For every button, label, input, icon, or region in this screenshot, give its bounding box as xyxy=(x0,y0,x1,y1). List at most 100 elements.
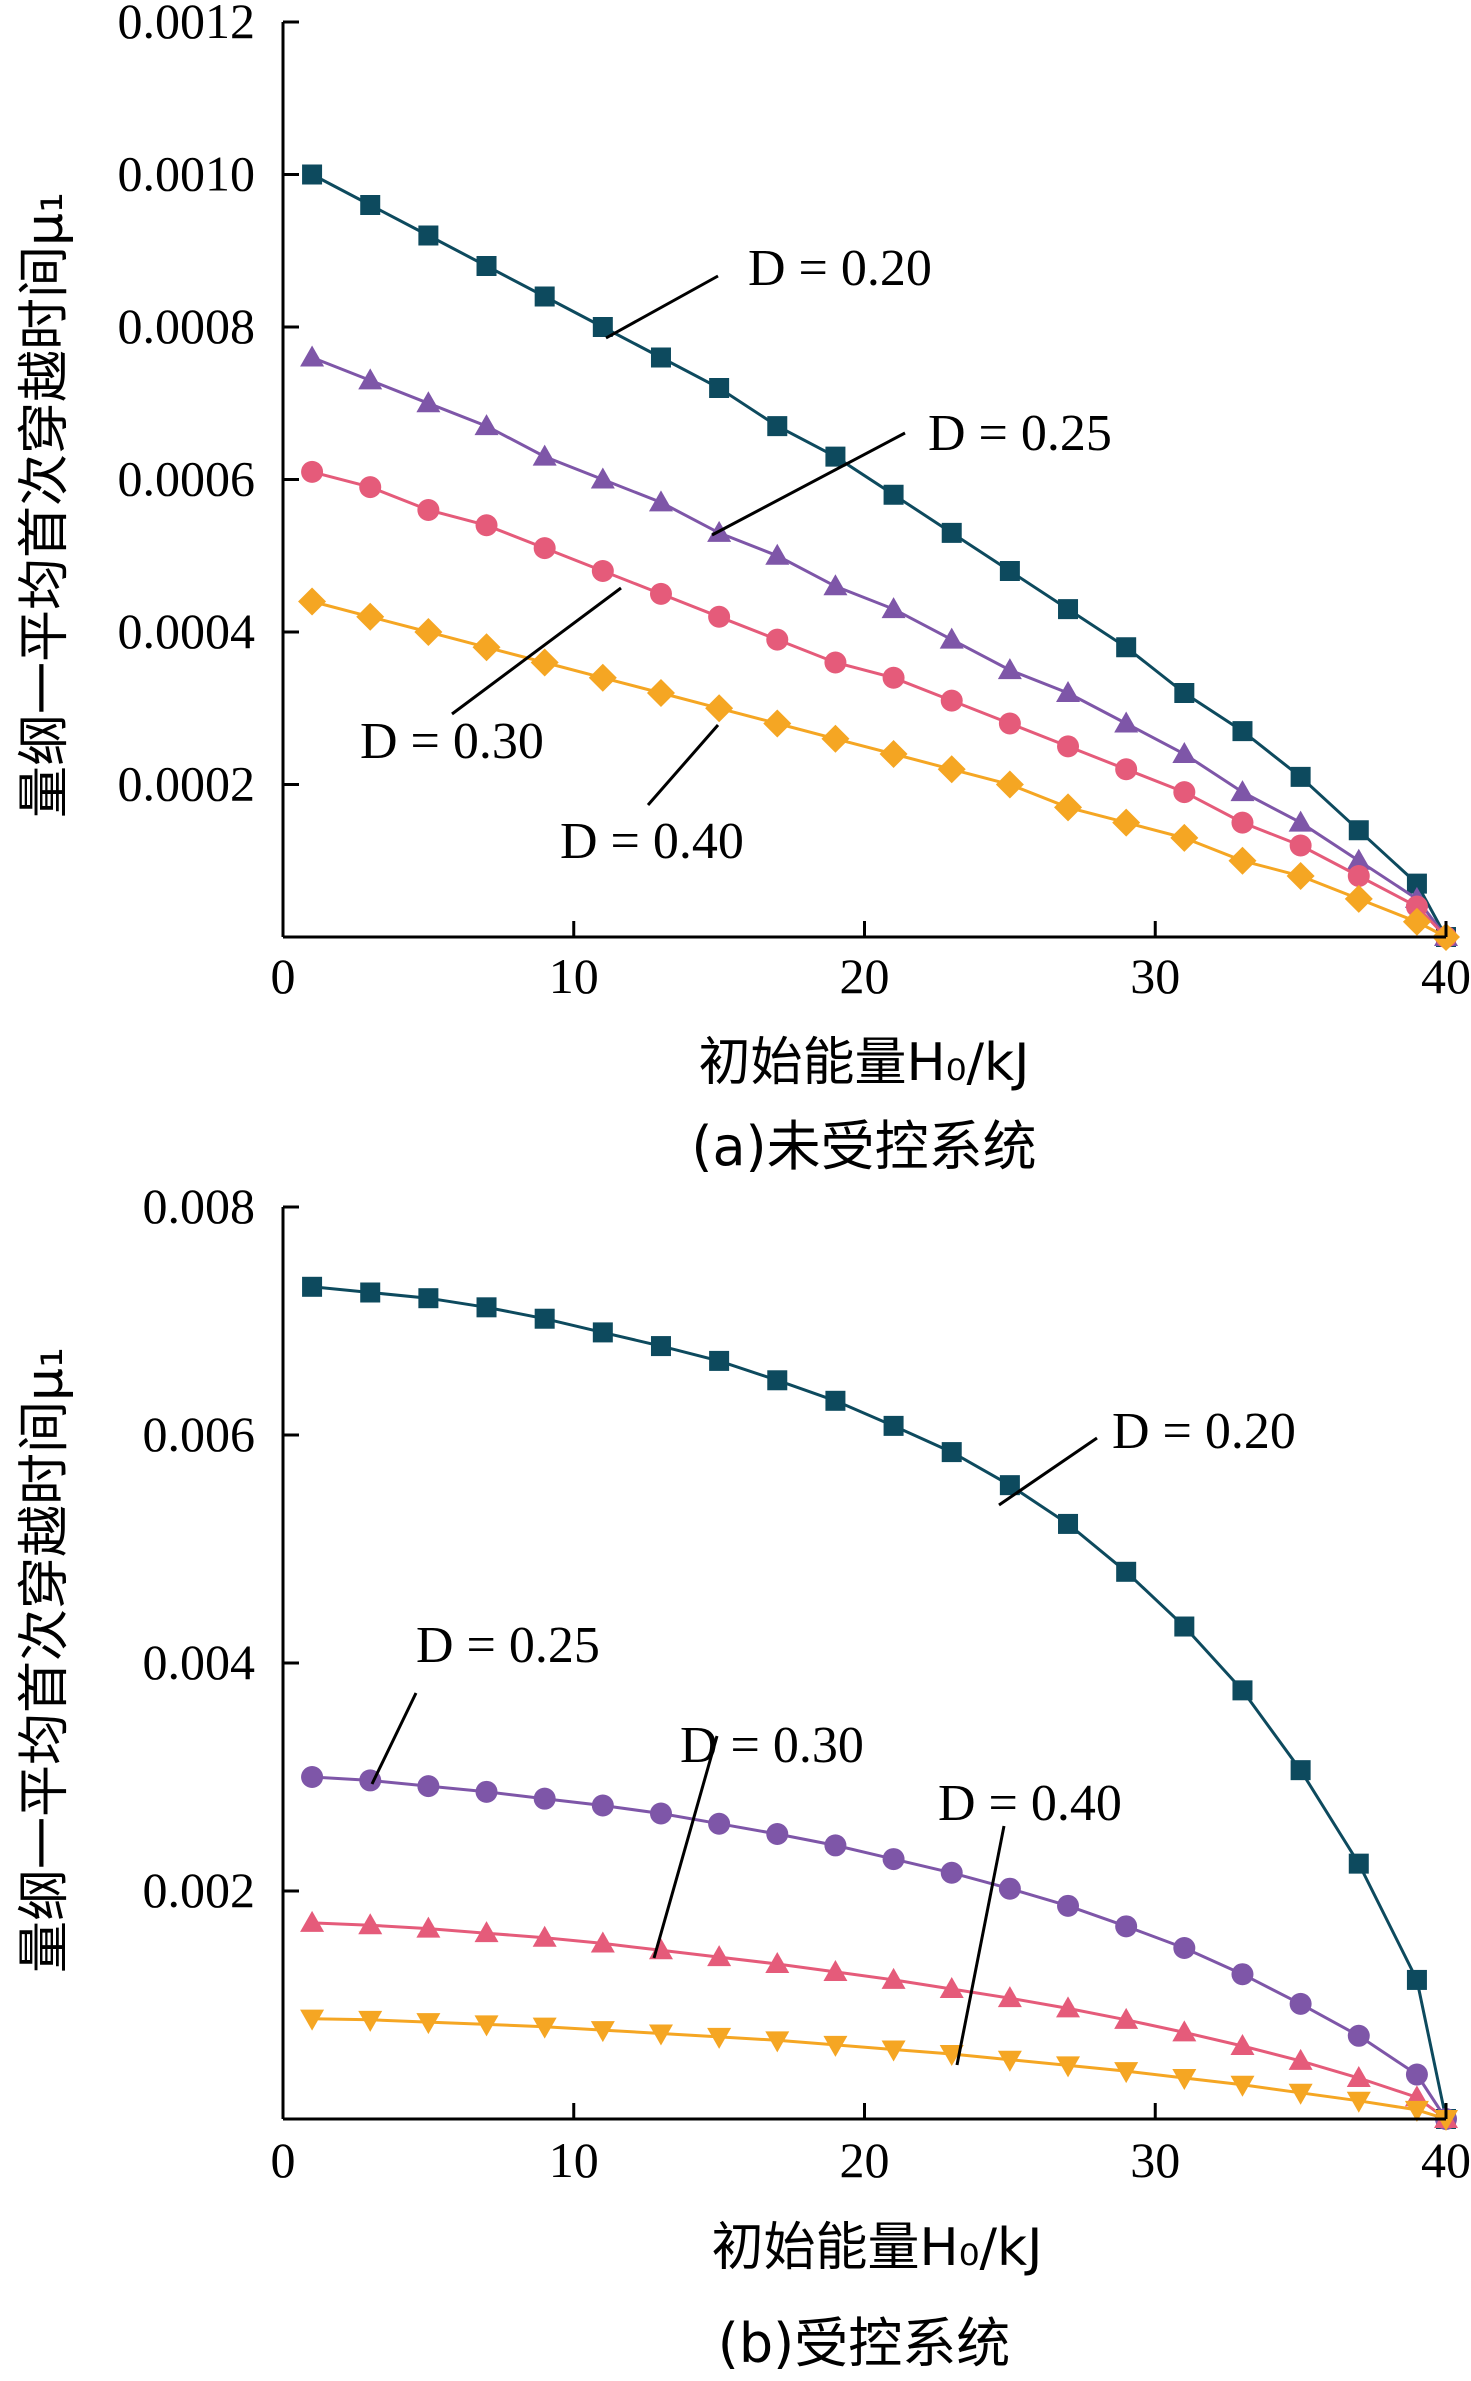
panel-a-series-0-point-5 xyxy=(592,317,613,337)
panel-b-series-2-point-7 xyxy=(707,1945,732,1967)
panel-b-series-1-point-3 xyxy=(475,1780,498,1803)
panel-b-series-3-point-17 xyxy=(1288,2083,1313,2105)
panel-b-y-tick-label-0.004: 0.004 xyxy=(143,1634,256,1690)
panel-a-series-1-point-12 xyxy=(997,658,1022,680)
panel-b-series-3-point-15 xyxy=(1172,2068,1197,2090)
panel-a-series-2-point-19 xyxy=(1405,895,1428,918)
panel-b-y-tick-label-0.008: 0.008 xyxy=(143,1178,256,1234)
panel-b-series-3-point-8 xyxy=(765,2031,790,2053)
panel-a-series-0-point-18 xyxy=(1348,820,1369,841)
panel-a-series-1-point-16 xyxy=(1230,780,1255,802)
panel-b-ticks: 0 10 20 30 40 0.002 0.004 0.006 0.008 xyxy=(143,1178,1471,2188)
panel-a-series-3-point-18 xyxy=(1344,884,1373,913)
panel-b-series-1-point-5 xyxy=(591,1794,614,1817)
panel-a-series-2-point-12 xyxy=(998,712,1021,735)
panel-a-series-1-point-2 xyxy=(416,391,441,413)
panel-b-series-0-point-13 xyxy=(1058,1513,1079,1534)
panel-a-y-tick-label-0.0012: 0.0012 xyxy=(118,0,256,49)
panel-a-series-2-point-0 xyxy=(301,460,324,483)
panel-b-series-1-point-0 xyxy=(301,1766,324,1788)
panel-a-series-3-point-4 xyxy=(530,648,559,677)
panel-b-series-3-point-10 xyxy=(881,2040,906,2062)
panel-b-annotation-d025: D = 0.25 xyxy=(416,1617,600,1674)
panel-b-series-0-point-0 xyxy=(302,1276,323,1297)
panel-b-series-2-point-17 xyxy=(1288,2048,1313,2070)
panel-a-x-tick-label-20: 20 xyxy=(840,948,890,1004)
panel-b-series-2-point-2 xyxy=(416,1916,441,1938)
panel-b-x-tick-label-0: 0 xyxy=(271,2132,296,2188)
panel-b-annotation-d020: D = 0.20 xyxy=(1112,1403,1296,1460)
panel-b-x-tick-label-40: 40 xyxy=(1421,2132,1471,2188)
panel-a-series-0-point-10 xyxy=(883,484,904,505)
panel-b-series-0-point-15 xyxy=(1174,1616,1195,1637)
panel-a-annotation-d020: D = 0.20 xyxy=(748,240,932,297)
panel-a-series-1-point-5 xyxy=(590,467,615,489)
panel-b-series-1-point-6 xyxy=(649,1802,672,1825)
panel-b-series-0-point-14 xyxy=(1116,1561,1137,1582)
panel-b-series-0-point-18 xyxy=(1348,1853,1369,1874)
panel-b-series-0-point-3 xyxy=(476,1297,497,1318)
panel-b-series-1-point-15 xyxy=(1173,1937,1196,1959)
panel-b-series-2-point-12 xyxy=(997,1986,1022,2008)
panel-b-series-3-point-12 xyxy=(997,2050,1022,2072)
panel-a-series-0-point-0 xyxy=(302,164,323,185)
panel-b-series-0-point-10 xyxy=(883,1415,904,1436)
panel-b-series-3-point-0 xyxy=(300,2009,325,2031)
panel-a-series-0-point-4 xyxy=(534,286,555,307)
panel-b-series-0-point-2 xyxy=(418,1288,439,1309)
panel-b-series-0-point-12 xyxy=(999,1475,1020,1496)
panel-b-series-3-point-6 xyxy=(648,2024,673,2046)
panel-b-series-3-point-5 xyxy=(590,2021,615,2043)
panel-a-y-tick-label-0.0004: 0.0004 xyxy=(118,603,256,659)
panel-a-leader-d030 xyxy=(451,586,622,716)
panel-b-series-0-point-8 xyxy=(767,1370,788,1391)
panel-a-y-axis-title: 量纲一平均首次穿越时间μ₁ xyxy=(15,192,75,818)
panel-a-series-0-point-2 xyxy=(418,225,439,246)
panel-a-series-3-point-14 xyxy=(1112,808,1141,837)
panel-b-series-1-point-7 xyxy=(708,1812,731,1835)
panel-a-series-2-point-11 xyxy=(940,689,963,712)
panel-a-series-2-point-4 xyxy=(533,537,556,560)
panel-b-series-line-3 xyxy=(312,2017,1447,2121)
panel-b-series-2-point-1 xyxy=(358,1913,383,1935)
panel-b-series-0-point-1 xyxy=(360,1282,381,1303)
panel-a-series-2-point-6 xyxy=(649,582,672,605)
panel-a-series-3-point-17 xyxy=(1286,862,1315,890)
panel-b-series-1-point-12 xyxy=(998,1877,1021,1900)
panel-a-series-1-point-8 xyxy=(765,543,790,565)
panel-a-series-2-point-14 xyxy=(1115,758,1138,781)
panel-a-series-1-point-9 xyxy=(823,574,848,596)
panel-a-series-3-point-6 xyxy=(646,679,675,707)
panel-b-series-0-point-9 xyxy=(825,1390,846,1411)
panel-b-y-axis-title: 量纲一平均首次穿越时间μ₁ xyxy=(15,1347,75,1973)
panel-b-series-1-point-4 xyxy=(533,1787,556,1810)
panel-a-series-2-point-15 xyxy=(1173,781,1196,804)
panel-a-series-1-point-3 xyxy=(474,414,499,436)
panel-a-series-2-point-9 xyxy=(824,651,847,674)
panel-b-series-1-point-11 xyxy=(940,1861,963,1884)
panel-b-x-axis-title: 初始能量H₀/kJ xyxy=(712,2218,1043,2278)
panel-b-series-3-point-11 xyxy=(939,2045,964,2067)
panel-b-leader-d025 xyxy=(370,1692,418,1785)
panel-b-series-2-point-15 xyxy=(1172,2020,1197,2042)
panel-a-annotation-d030: D = 0.30 xyxy=(360,713,544,770)
panel-a-series-3-point-13 xyxy=(1054,793,1083,822)
panel-a-x-tick-label-30: 30 xyxy=(1130,948,1180,1004)
panel-a-series-0-point-15 xyxy=(1174,683,1195,703)
panel-a-annotation-d040: D = 0.40 xyxy=(560,813,744,870)
panel-b-series-0-point-19 xyxy=(1406,1969,1427,1990)
panel-a-series-1-point-10 xyxy=(881,597,906,619)
panel-a-x-tick-label-0: 0 xyxy=(271,948,296,1004)
panel-a-series-1-point-6 xyxy=(648,490,673,512)
panel-a-series-2-point-1 xyxy=(359,476,382,499)
panel-a-series-1-point-0 xyxy=(300,345,325,367)
panel-a-x-tick-label-40: 40 xyxy=(1421,948,1471,1004)
panel-a-series-2-point-16 xyxy=(1231,811,1254,834)
panel-a-series-2-point-10 xyxy=(882,666,905,689)
panel-a-series-1-point-17 xyxy=(1288,810,1313,832)
panel-b-series-3-point-7 xyxy=(707,2027,732,2049)
panel-a-series-0-point-16 xyxy=(1232,721,1253,742)
panel-b-y-tick-label-0.006: 0.006 xyxy=(143,1406,256,1462)
panel-b-series-0-point-6 xyxy=(650,1336,671,1357)
